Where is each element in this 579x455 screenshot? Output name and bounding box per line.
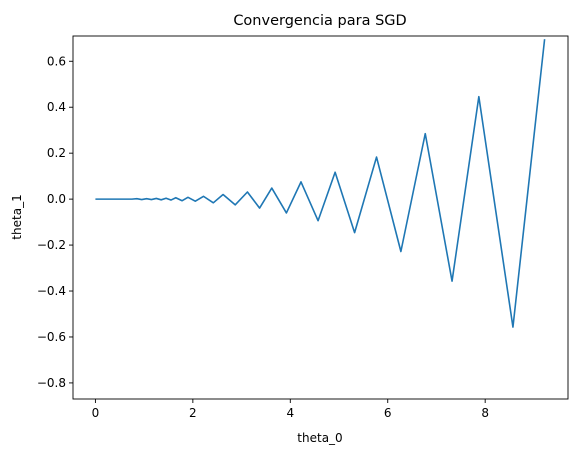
y-tick-label: 0.4 [47,100,66,114]
y-tick-label: −0.8 [37,376,66,390]
y-tick-label: −0.4 [37,284,66,298]
series-line-0 [95,39,546,328]
y-tick-label: −0.6 [37,330,66,344]
y-tick-label: 0.2 [47,146,66,160]
x-tick-label: 2 [189,406,197,420]
x-tick-label: 8 [481,406,489,420]
y-tick-label: 0.6 [47,54,66,68]
x-axis-label: theta_0 [297,431,342,445]
y-ticks: −0.8 −0.6 −0.4 −0.2 0.0 0.2 0.4 0.6 [37,54,73,390]
x-tick-label: 6 [384,406,392,420]
y-tick-label: −0.2 [37,238,66,252]
y-tick-label: 0.0 [47,192,66,206]
x-tick-label: 4 [286,406,294,420]
x-ticks: 0 2 4 6 8 [92,399,489,420]
plot-area [95,39,546,328]
plot-frame [72,35,569,400]
chart-title: Convergencia para SGD [233,13,406,29]
y-axis-label: theta_1 [10,194,24,239]
x-tick-label: 0 [92,406,100,420]
